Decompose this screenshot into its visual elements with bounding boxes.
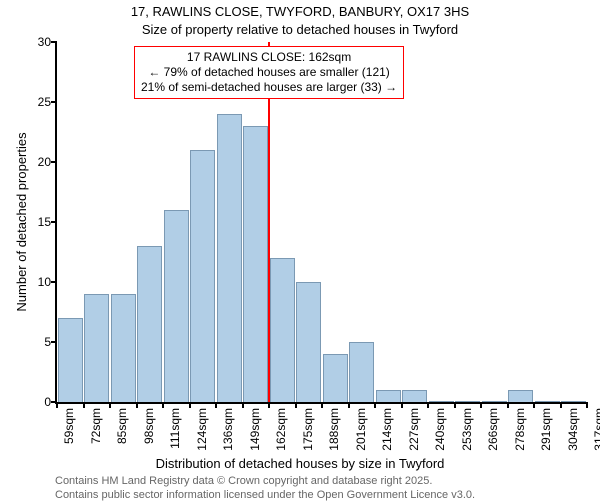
footer-line1: Contains HM Land Registry data © Crown c… bbox=[55, 474, 475, 488]
histogram-bar bbox=[217, 114, 242, 402]
histogram-bar bbox=[270, 258, 295, 402]
x-tick-label: 59sqm bbox=[62, 408, 76, 444]
x-tick-mark bbox=[348, 402, 350, 408]
x-tick-label: 317sqm bbox=[592, 408, 600, 451]
y-tick-label: 0 bbox=[44, 395, 51, 409]
histogram-bar bbox=[349, 342, 374, 402]
x-tick-label: 304sqm bbox=[566, 408, 580, 451]
x-tick-label: 85sqm bbox=[115, 408, 129, 444]
x-tick-mark bbox=[136, 402, 138, 408]
x-axis-label: Distribution of detached houses by size … bbox=[0, 456, 600, 471]
size-histogram-chart: 17, RAWLINS CLOSE, TWYFORD, BANBURY, OX1… bbox=[0, 0, 600, 500]
x-tick-label: 124sqm bbox=[195, 408, 209, 451]
x-tick-label: 240sqm bbox=[433, 408, 447, 451]
annotation-line1: 17 RAWLINS CLOSE: 162sqm bbox=[141, 50, 397, 65]
x-tick-mark bbox=[162, 402, 164, 408]
histogram-bar bbox=[429, 401, 454, 402]
histogram-bar bbox=[243, 126, 268, 402]
y-tick-mark bbox=[51, 41, 57, 43]
x-tick-mark bbox=[268, 402, 270, 408]
x-tick-mark bbox=[83, 402, 85, 408]
y-tick-label: 10 bbox=[38, 275, 51, 289]
histogram-bar bbox=[296, 282, 321, 402]
x-tick-label: 188sqm bbox=[327, 408, 341, 451]
x-tick-label: 291sqm bbox=[539, 408, 553, 451]
y-tick-mark bbox=[51, 161, 57, 163]
x-tick-label: 214sqm bbox=[380, 408, 394, 451]
plot-area: 05101520253059sqm72sqm85sqm98sqm111sqm12… bbox=[55, 42, 587, 404]
annotation-line2: ← 79% of detached houses are smaller (12… bbox=[141, 65, 397, 80]
x-tick-label: 278sqm bbox=[513, 408, 527, 451]
x-tick-label: 98sqm bbox=[142, 408, 156, 444]
histogram-bar bbox=[111, 294, 136, 402]
x-tick-label: 136sqm bbox=[221, 408, 235, 451]
x-tick-mark bbox=[480, 402, 482, 408]
x-tick-mark bbox=[242, 402, 244, 408]
histogram-bar bbox=[482, 401, 507, 402]
histogram-bar bbox=[84, 294, 109, 402]
x-tick-label: 201sqm bbox=[354, 408, 368, 451]
histogram-bar bbox=[164, 210, 189, 402]
y-tick-label: 5 bbox=[44, 335, 51, 349]
histogram-bar bbox=[402, 390, 427, 402]
y-tick-mark bbox=[51, 281, 57, 283]
x-tick-label: 111sqm bbox=[168, 408, 182, 449]
x-tick-label: 227sqm bbox=[407, 408, 421, 451]
histogram-bar bbox=[561, 401, 586, 402]
footer-line2: Contains public sector information licen… bbox=[55, 488, 475, 502]
x-tick-mark bbox=[586, 402, 588, 408]
y-tick-mark bbox=[51, 101, 57, 103]
x-tick-mark bbox=[56, 402, 58, 408]
x-tick-mark bbox=[454, 402, 456, 408]
x-tick-label: 253sqm bbox=[460, 408, 474, 451]
footer-attribution: Contains HM Land Registry data © Crown c… bbox=[55, 474, 475, 503]
annotation-line3: 21% of semi-detached houses are larger (… bbox=[141, 80, 397, 95]
x-tick-mark bbox=[189, 402, 191, 408]
histogram-bar bbox=[137, 246, 162, 402]
chart-title-line2: Size of property relative to detached ho… bbox=[0, 22, 600, 37]
histogram-bar bbox=[535, 401, 560, 402]
histogram-bar bbox=[376, 390, 401, 402]
x-tick-mark bbox=[533, 402, 535, 408]
x-tick-mark bbox=[507, 402, 509, 408]
chart-title-line1: 17, RAWLINS CLOSE, TWYFORD, BANBURY, OX1… bbox=[0, 4, 600, 19]
x-tick-mark bbox=[109, 402, 111, 408]
x-tick-mark bbox=[374, 402, 376, 408]
x-tick-label: 72sqm bbox=[89, 408, 103, 444]
y-tick-label: 25 bbox=[38, 95, 51, 109]
annotation-box: 17 RAWLINS CLOSE: 162sqm← 79% of detache… bbox=[134, 46, 404, 99]
histogram-bar bbox=[455, 401, 480, 402]
histogram-bar bbox=[58, 318, 83, 402]
x-tick-label: 175sqm bbox=[301, 408, 315, 451]
x-tick-label: 149sqm bbox=[248, 408, 262, 451]
x-tick-mark bbox=[215, 402, 217, 408]
y-tick-mark bbox=[51, 341, 57, 343]
histogram-bar bbox=[508, 390, 533, 402]
x-tick-label: 162sqm bbox=[274, 408, 288, 451]
x-tick-mark bbox=[321, 402, 323, 408]
y-tick-label: 15 bbox=[38, 215, 51, 229]
histogram-bar bbox=[323, 354, 348, 402]
y-tick-label: 20 bbox=[38, 155, 51, 169]
x-tick-mark bbox=[295, 402, 297, 408]
x-tick-mark bbox=[560, 402, 562, 408]
histogram-bar bbox=[190, 150, 215, 402]
y-tick-mark bbox=[51, 221, 57, 223]
x-tick-label: 266sqm bbox=[486, 408, 500, 451]
x-tick-mark bbox=[427, 402, 429, 408]
y-axis-label: Number of detached properties bbox=[14, 132, 29, 311]
x-tick-mark bbox=[401, 402, 403, 408]
y-tick-label: 30 bbox=[38, 35, 51, 49]
